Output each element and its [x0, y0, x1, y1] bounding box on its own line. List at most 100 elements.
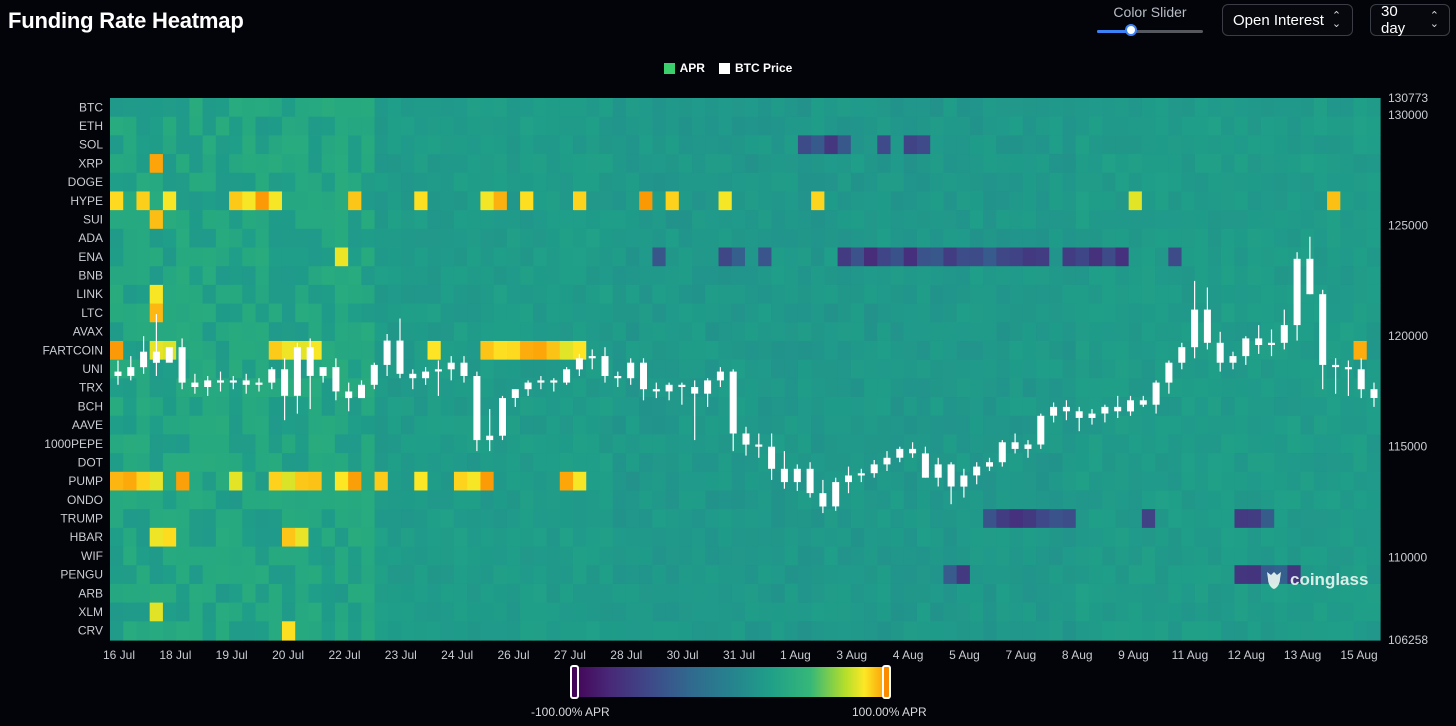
heatmap-cell[interactable] — [1366, 378, 1381, 398]
heatmap-cell[interactable] — [176, 98, 190, 118]
heatmap-cell[interactable] — [678, 191, 693, 211]
heatmap-cell[interactable] — [943, 602, 958, 622]
heatmap-cell[interactable] — [215, 471, 230, 492]
heatmap-cell[interactable] — [837, 509, 852, 529]
heatmap-cell[interactable] — [705, 453, 720, 473]
heatmap-cell[interactable] — [612, 266, 627, 286]
heatmap-cell[interactable] — [612, 172, 627, 193]
heatmap-cell[interactable] — [599, 378, 614, 398]
heatmap-cell[interactable] — [1036, 172, 1050, 193]
heatmap-cell[interactable] — [625, 453, 640, 473]
heatmap-cell[interactable] — [149, 154, 164, 174]
heatmap-cell[interactable] — [268, 359, 283, 379]
heatmap-cell[interactable] — [506, 172, 521, 193]
heatmap-cell[interactable] — [162, 453, 177, 473]
heatmap-cell[interactable] — [1234, 154, 1249, 174]
heatmap-cell[interactable] — [215, 247, 230, 267]
heatmap-cell[interactable] — [1128, 471, 1143, 492]
heatmap-cell[interactable] — [1208, 415, 1222, 436]
heatmap-cell[interactable] — [1247, 490, 1262, 510]
heatmap-cell[interactable] — [1287, 135, 1302, 155]
heatmap-cell[interactable] — [215, 266, 230, 286]
heatmap-cell[interactable] — [784, 434, 799, 454]
heatmap-cell[interactable] — [969, 247, 984, 267]
heatmap-cell[interactable] — [864, 116, 878, 136]
heatmap-cell[interactable] — [1115, 154, 1130, 174]
heatmap-cell[interactable] — [1062, 172, 1077, 193]
heatmap-cell[interactable] — [718, 359, 733, 379]
heatmap-cell[interactable] — [1128, 228, 1143, 249]
heatmap-cell[interactable] — [1327, 471, 1341, 492]
btc-candle[interactable] — [140, 336, 148, 374]
heatmap-cell[interactable] — [996, 378, 1011, 398]
heatmap-cell[interactable] — [864, 471, 878, 492]
heatmap-cell[interactable] — [1009, 191, 1024, 211]
heatmap-cell[interactable] — [983, 415, 997, 436]
heatmap-cell[interactable] — [493, 172, 508, 193]
heatmap-cell[interactable] — [1102, 228, 1117, 249]
heatmap-cell[interactable] — [639, 322, 653, 342]
heatmap-cell[interactable] — [573, 247, 587, 267]
heatmap-cell[interactable] — [586, 546, 601, 566]
heatmap-cell[interactable] — [242, 546, 257, 566]
heatmap-cell[interactable] — [321, 527, 336, 548]
heatmap-cell[interactable] — [1260, 284, 1275, 305]
heatmap-cell[interactable] — [1221, 322, 1236, 342]
heatmap-cell[interactable] — [520, 415, 534, 436]
heatmap-cell[interactable] — [745, 116, 759, 136]
heatmap-cell[interactable] — [718, 135, 733, 155]
heatmap-cell[interactable] — [480, 527, 495, 548]
heatmap-cell[interactable] — [771, 434, 786, 454]
heatmap-cell[interactable] — [255, 284, 270, 305]
heatmap-cell[interactable] — [916, 284, 931, 305]
heatmap-cell[interactable] — [229, 397, 243, 417]
heatmap-cell[interactable] — [1300, 434, 1315, 454]
heatmap-cell[interactable] — [1128, 397, 1143, 417]
heatmap-cell[interactable] — [705, 284, 720, 305]
heatmap-cell[interactable] — [480, 210, 495, 230]
heatmap-cell[interactable] — [1022, 378, 1037, 398]
heatmap-cell[interactable] — [771, 303, 786, 323]
heatmap-cell[interactable] — [1274, 172, 1288, 193]
heatmap-cell[interactable] — [281, 527, 296, 548]
heatmap-cell[interactable] — [281, 378, 296, 398]
btc-candle[interactable] — [1050, 402, 1058, 423]
heatmap-cell[interactable] — [176, 583, 190, 604]
heatmap-cell[interactable] — [281, 284, 296, 305]
heatmap-cell[interactable] — [573, 359, 587, 379]
heatmap-cell[interactable] — [1088, 546, 1103, 566]
heatmap-cell[interactable] — [348, 266, 362, 286]
heatmap-cell[interactable] — [639, 210, 653, 230]
btc-candle[interactable] — [960, 468, 968, 498]
heatmap-cell[interactable] — [414, 602, 429, 622]
heatmap-cell[interactable] — [625, 359, 640, 379]
heatmap-cell[interactable] — [308, 191, 323, 211]
heatmap-cell[interactable] — [996, 303, 1011, 323]
heatmap-cell[interactable] — [692, 621, 706, 641]
heatmap-cell[interactable] — [308, 546, 323, 566]
heatmap-cell[interactable] — [837, 266, 852, 286]
heatmap-cell[interactable] — [559, 98, 574, 118]
heatmap-cell[interactable] — [678, 527, 693, 548]
heatmap-cell[interactable] — [797, 546, 812, 566]
heatmap-cell[interactable] — [1208, 621, 1222, 641]
heatmap-cell[interactable] — [268, 397, 283, 417]
heatmap-cell[interactable] — [903, 266, 918, 286]
heatmap-cell[interactable] — [1194, 490, 1209, 510]
heatmap-cell[interactable] — [837, 210, 852, 230]
heatmap-cell[interactable] — [1102, 397, 1117, 417]
heatmap-cell[interactable] — [573, 583, 587, 604]
heatmap-cell[interactable] — [1247, 210, 1262, 230]
heatmap-cell[interactable] — [1115, 546, 1130, 566]
heatmap-cell[interactable] — [1128, 602, 1143, 622]
heatmap-cell[interactable] — [321, 359, 336, 379]
heatmap-cell[interactable] — [1155, 98, 1169, 118]
heatmap-cell[interactable] — [612, 621, 627, 641]
btc-candle[interactable] — [1306, 236, 1314, 295]
heatmap-cell[interactable] — [665, 434, 680, 454]
heatmap-cell[interactable] — [1009, 490, 1024, 510]
heatmap-cell[interactable] — [1036, 210, 1050, 230]
heatmap-cell[interactable] — [321, 583, 336, 604]
heatmap-cell[interactable] — [110, 266, 124, 286]
heatmap-cell[interactable] — [625, 434, 640, 454]
